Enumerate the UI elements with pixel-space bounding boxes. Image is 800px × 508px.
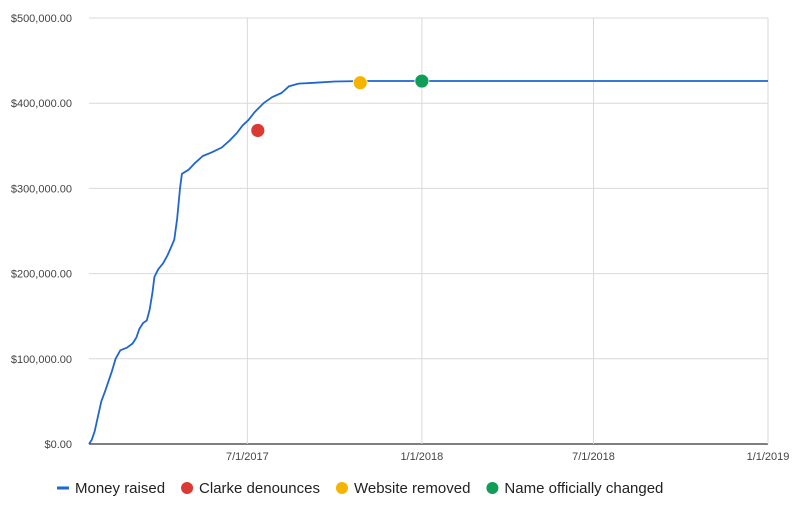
legend: Money raised Clarke denounces Website remo…: [57, 480, 663, 497]
legend-label: Money raised: [75, 480, 165, 497]
horizontal-gridlines: [89, 17, 768, 445]
legend-label: Clarke denounces: [199, 480, 320, 497]
y-tick-label: $400,000.00: [11, 98, 72, 110]
y-tick-label: $0.00: [44, 439, 72, 451]
x-tick-label: 7/1/2017: [226, 451, 269, 463]
legend-item-clarke-denounces[interactable]: Clarke denounces: [181, 480, 320, 497]
y-tick-label: $300,000.00: [11, 183, 72, 195]
event-point-website-removed[interactable]: [352, 75, 368, 91]
y-tick-label: $200,000.00: [11, 269, 72, 281]
legend-item-money-raised[interactable]: Money raised: [57, 480, 165, 497]
x-tick-label: 1/1/2018: [400, 451, 443, 463]
x-tick-label: 1/1/2019: [747, 451, 790, 463]
y-axis-tick-labels: $0.00 $100,000.00 $200,000.00 $300,000.00 $4…: [11, 13, 72, 451]
legend-line-swatch: [57, 486, 69, 490]
x-axis-tick-labels: 7/1/2017 1/1/2018 7/1/2018 1/1/2019: [226, 451, 789, 463]
legend-item-website-removed[interactable]: Website removed: [335, 480, 470, 497]
legend-label: Name officially changed: [504, 480, 663, 497]
legend-label: Website removed: [354, 480, 470, 497]
y-tick-label: $100,000.00: [11, 354, 72, 366]
legend-dot-swatch: [486, 482, 499, 494]
event-markers: [250, 73, 430, 138]
legend-item-name-officially-changed[interactable]: Name officially changed: [486, 480, 663, 497]
event-point-clarke-denounces[interactable]: [250, 123, 266, 138]
series-line-money-raised: [88, 80, 768, 445]
vertical-gridlines: [246, 18, 769, 444]
y-tick-label: $500,000.00: [11, 13, 72, 25]
legend-dot-swatch: [335, 482, 348, 494]
x-tick-label: 7/1/2018: [572, 451, 615, 463]
event-point-name-officially-changed[interactable]: [414, 73, 430, 89]
legend-dot-swatch: [181, 482, 194, 494]
series-lines: [88, 80, 768, 445]
